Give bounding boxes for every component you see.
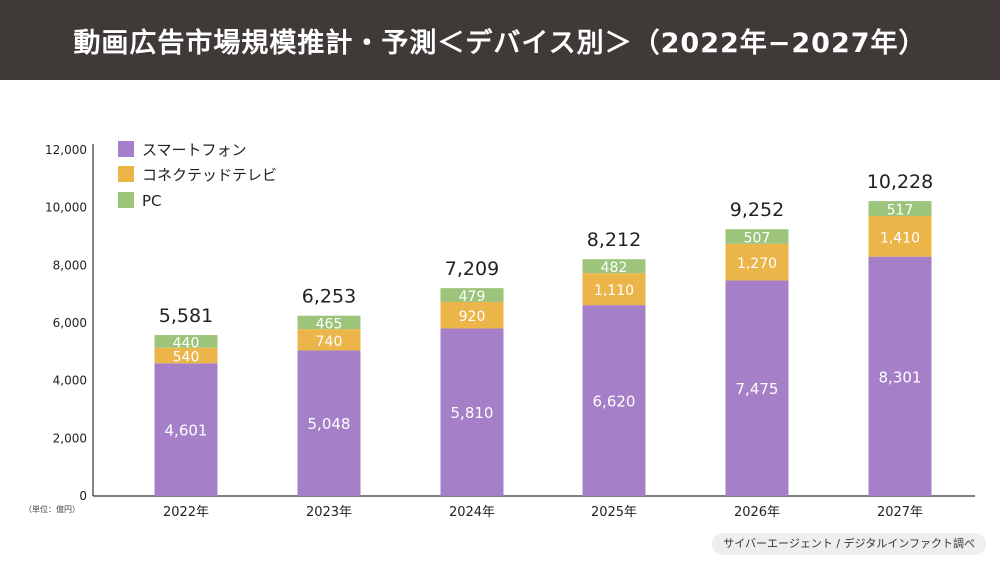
legend-swatch xyxy=(118,192,134,208)
bar-value-label: 5,048 xyxy=(308,415,351,433)
bar-segment-smartphone xyxy=(868,256,932,496)
unit-note: （単位：億円） xyxy=(24,504,80,514)
bar-segment-pc xyxy=(154,335,218,348)
bar-value-label: 6,620 xyxy=(593,393,636,411)
bar-segment-smartphone xyxy=(725,280,789,496)
bar-value-label: 440 xyxy=(173,335,200,351)
bar-value-label: 740 xyxy=(316,334,343,350)
bar-value-label: 4,601 xyxy=(165,422,208,440)
total-label: 9,252 xyxy=(730,199,784,221)
bar-value-label: 517 xyxy=(887,203,914,219)
bar-value-label: 7,475 xyxy=(736,380,779,398)
bar-value-label: 507 xyxy=(744,231,771,247)
bar-segment-connected-tv xyxy=(297,329,361,351)
bar-value-label: 5,810 xyxy=(451,404,494,422)
x-tick-label: 2024年 xyxy=(449,505,495,520)
bar-value-label: 1,410 xyxy=(880,230,920,246)
bar-value-label: 479 xyxy=(459,289,486,305)
bar-value-label: 540 xyxy=(173,350,200,366)
total-label: 8,212 xyxy=(587,229,641,251)
bar-segment-connected-tv xyxy=(582,273,646,306)
total-label: 10,228 xyxy=(867,171,933,193)
x-tick-label: 2025年 xyxy=(591,505,637,520)
bar-segment-pc xyxy=(868,201,932,216)
y-tick-label: 6,000 xyxy=(53,316,87,330)
bar-segment-smartphone xyxy=(440,328,504,496)
bar-segment-pc xyxy=(440,288,504,302)
bar-segment-smartphone xyxy=(297,350,361,496)
total-label: 6,253 xyxy=(302,286,356,308)
title-bar: 動画広告市場規模推計・予測＜デバイス別＞（2022年−2027年） xyxy=(0,0,1000,80)
chart-title: 動画広告市場規模推計・予測＜デバイス別＞（2022年−2027年） xyxy=(73,27,927,59)
bar-segment-smartphone xyxy=(154,363,218,496)
x-tick-label: 2026年 xyxy=(734,505,780,520)
legend-label: スマートフォン xyxy=(142,141,247,159)
bar-value-label: 920 xyxy=(459,309,486,325)
bar-value-label: 465 xyxy=(316,316,343,332)
y-tick-label: 2,000 xyxy=(53,431,87,445)
bar-value-label: 482 xyxy=(601,260,628,276)
bar-segment-pc xyxy=(582,259,646,274)
legend-label: コネクテッドテレビ xyxy=(142,166,277,184)
y-tick-label: 12,000 xyxy=(45,143,87,157)
stacked-bar-chart: 0 2,000 4,000 6,000 8,000 10,000 12,000 （単位：億円）… xyxy=(24,141,975,520)
bar-value-label: 8,301 xyxy=(879,368,922,386)
total-label: 5,581 xyxy=(159,305,213,327)
x-tick-label: 2023年 xyxy=(306,505,352,520)
total-label: 7,209 xyxy=(445,258,499,280)
legend-swatch xyxy=(118,166,134,182)
x-tick-label: 2022年 xyxy=(163,505,209,520)
bar-segment-smartphone xyxy=(582,305,646,496)
bar-segment-pc xyxy=(297,315,361,330)
y-tick-label: 4,000 xyxy=(53,374,87,388)
legend-swatch xyxy=(118,141,134,157)
x-tick-label: 2027年 xyxy=(877,505,923,520)
bar-segment-connected-tv xyxy=(440,301,504,329)
bar-segment-connected-tv xyxy=(154,347,218,364)
bar-segment-pc xyxy=(725,229,789,244)
legend-label: PC xyxy=(142,192,162,210)
bar-value-label: 1,270 xyxy=(737,256,777,272)
y-tick-label: 10,000 xyxy=(45,201,87,215)
source-note: サイバーエージェント / デジタルインファクト調べ xyxy=(712,533,986,555)
bar-value-label: 1,110 xyxy=(594,283,634,299)
bar-segment-connected-tv xyxy=(725,243,789,281)
bar-segment-connected-tv xyxy=(868,215,932,257)
y-tick-label: 8,000 xyxy=(53,258,87,272)
y-tick-label: 0 xyxy=(79,489,87,503)
